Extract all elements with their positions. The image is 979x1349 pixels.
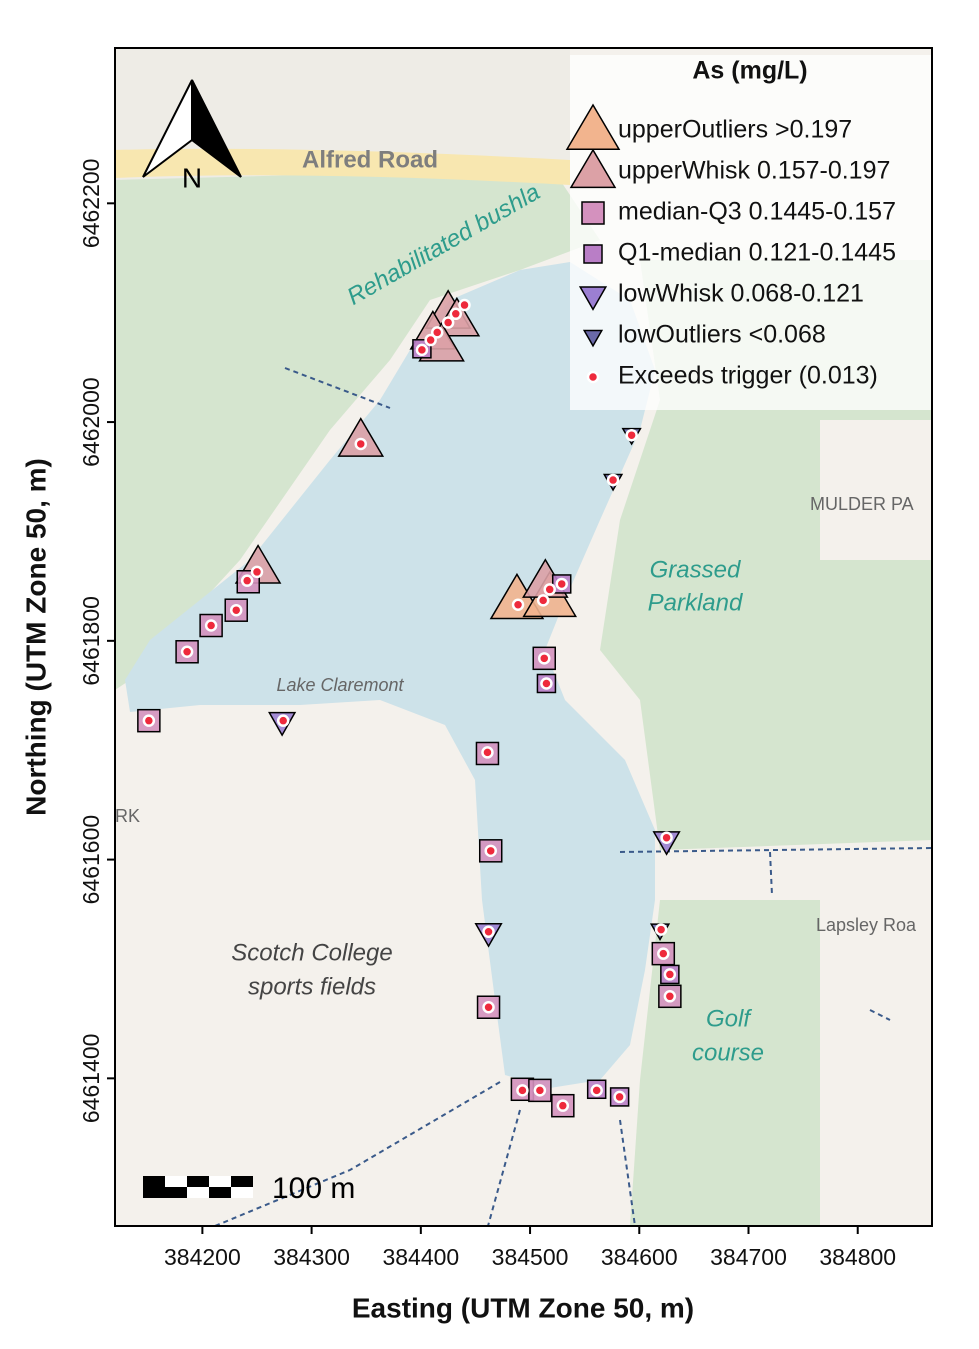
map-label: sports fields bbox=[248, 973, 376, 1000]
legend-symbol bbox=[569, 148, 617, 189]
point bbox=[484, 844, 497, 858]
legend-label: median-Q3 0.1445-0.157 bbox=[618, 198, 896, 226]
map-label: RK bbox=[115, 806, 140, 826]
point bbox=[240, 574, 254, 587]
point bbox=[540, 677, 553, 690]
x-axis-title: Easting (UTM Zone 50, m) bbox=[352, 1292, 694, 1323]
point bbox=[556, 1099, 570, 1112]
point bbox=[654, 923, 668, 936]
point bbox=[657, 947, 670, 960]
scale-bar: 100 m bbox=[143, 1172, 355, 1205]
point bbox=[229, 603, 243, 617]
point bbox=[424, 333, 437, 347]
x-tick-label: 384700 bbox=[710, 1244, 787, 1270]
y-tick-label: 6462000 bbox=[78, 377, 104, 467]
north-label: N bbox=[182, 162, 202, 193]
legend-symbol bbox=[582, 329, 604, 348]
legend-label: upperOutliers >0.197 bbox=[618, 116, 852, 144]
point bbox=[606, 473, 620, 487]
point bbox=[354, 437, 368, 451]
legend-label: Exceeds trigger (0.013) bbox=[618, 362, 878, 390]
point bbox=[204, 619, 218, 632]
point bbox=[276, 714, 290, 727]
point bbox=[538, 652, 551, 665]
point bbox=[337, 417, 385, 457]
point bbox=[543, 583, 556, 596]
map-label: Parkland bbox=[648, 589, 743, 616]
map-label: Lapsley Roa bbox=[816, 915, 917, 935]
legend-box bbox=[570, 55, 932, 410]
point bbox=[458, 298, 471, 312]
x-tick-label: 384800 bbox=[819, 1244, 896, 1270]
y-axis-title: Northing (UTM Zone 50, m) bbox=[20, 458, 51, 816]
point bbox=[441, 316, 455, 329]
point bbox=[663, 968, 677, 981]
plot-frame bbox=[114, 47, 933, 1227]
point bbox=[590, 1084, 603, 1097]
point bbox=[555, 577, 568, 591]
map-label: MULDER PA bbox=[810, 494, 914, 514]
y-tick-label: 6462200 bbox=[78, 159, 104, 249]
point bbox=[482, 925, 495, 939]
point bbox=[180, 645, 194, 659]
legend-symbol bbox=[581, 201, 605, 225]
x-tick-label: 384600 bbox=[601, 1244, 678, 1270]
point bbox=[482, 1000, 495, 1014]
y-tick-label: 6461800 bbox=[78, 596, 104, 686]
point bbox=[613, 1090, 626, 1104]
x-tick-label: 384200 bbox=[164, 1244, 241, 1270]
point bbox=[142, 714, 156, 727]
legend: upperOutliers >0.197 upperWhisk 0.157-0.1… bbox=[565, 103, 896, 390]
points bbox=[137, 289, 682, 1118]
legend-label: lowOutliers <0.068 bbox=[618, 321, 826, 349]
point bbox=[663, 990, 677, 1003]
point bbox=[660, 831, 673, 844]
legend-symbol bbox=[578, 286, 608, 311]
point bbox=[516, 1084, 529, 1097]
legend-symbol bbox=[583, 244, 603, 264]
x-tick-label: 384500 bbox=[492, 1244, 569, 1270]
point bbox=[533, 1084, 547, 1097]
x-tick-label: 384400 bbox=[382, 1244, 459, 1270]
map-label: course bbox=[692, 1039, 764, 1066]
map-label: Grassed bbox=[650, 556, 741, 583]
point bbox=[481, 746, 494, 759]
point bbox=[511, 598, 525, 611]
map-label: Alfred Road bbox=[302, 146, 438, 173]
legend-label: lowWhisk 0.068-0.121 bbox=[618, 280, 864, 308]
north-arrow: N bbox=[142, 79, 242, 193]
map-label: Scotch College bbox=[231, 939, 392, 966]
map-label: Lake Claremont bbox=[276, 675, 404, 695]
point bbox=[536, 594, 550, 607]
y-tick-label: 6461600 bbox=[78, 815, 104, 905]
map-label: Golf bbox=[706, 1005, 752, 1032]
legend-symbol bbox=[586, 370, 600, 384]
point bbox=[415, 343, 429, 357]
point bbox=[430, 326, 444, 339]
point bbox=[449, 307, 463, 321]
legend-label: Q1-median 0.121-0.1445 bbox=[618, 239, 896, 267]
x-tick-label: 384300 bbox=[273, 1244, 350, 1270]
legend-title: As (mg/L) bbox=[692, 57, 807, 85]
legend-label: upperWhisk 0.157-0.197 bbox=[618, 157, 890, 185]
point bbox=[625, 428, 638, 442]
scale-label: 100 m bbox=[272, 1172, 355, 1205]
y-tick-label: 6461400 bbox=[78, 1034, 104, 1124]
point bbox=[250, 565, 264, 579]
